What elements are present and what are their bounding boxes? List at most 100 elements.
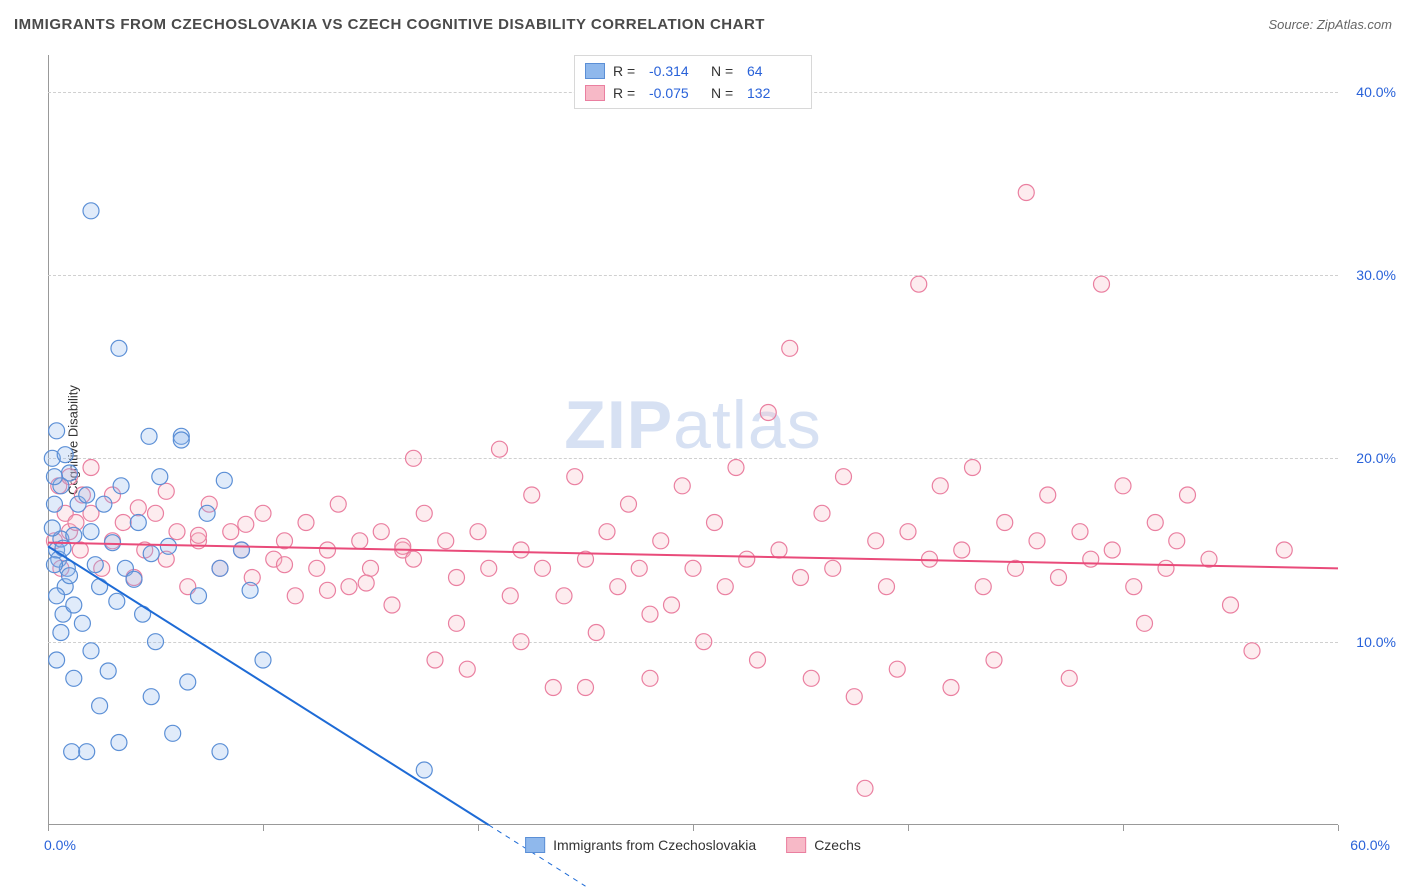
data-point [449, 615, 465, 631]
data-point [83, 460, 99, 476]
data-point [825, 560, 841, 576]
legend-swatch-series2 [786, 837, 806, 853]
data-point [148, 505, 164, 521]
data-point [105, 535, 121, 551]
data-point [1276, 542, 1292, 558]
chart-title: IMMIGRANTS FROM CZECHOSLOVAKIA VS CZECH … [14, 16, 765, 33]
data-point [53, 625, 69, 641]
x-tick [48, 825, 49, 831]
data-point [223, 524, 239, 540]
x-tick [1338, 825, 1339, 831]
data-point [1018, 185, 1034, 201]
data-point [1051, 570, 1067, 586]
data-point [739, 551, 755, 567]
data-point [83, 524, 99, 540]
data-point [900, 524, 916, 540]
data-point [642, 670, 658, 686]
data-point [588, 625, 604, 641]
data-point [782, 340, 798, 356]
data-point [889, 661, 905, 677]
trend-line-dashed [489, 825, 586, 886]
data-point [717, 579, 733, 595]
data-point [771, 542, 787, 558]
data-point [631, 560, 647, 576]
data-point [1029, 533, 1045, 549]
data-point [216, 472, 232, 488]
data-point [46, 496, 62, 512]
data-point [130, 500, 146, 516]
data-point [728, 460, 744, 476]
data-point [416, 505, 432, 521]
data-point [803, 670, 819, 686]
source-name: ZipAtlas.com [1317, 17, 1392, 32]
data-point [997, 515, 1013, 531]
data-point [169, 524, 185, 540]
data-point [1244, 643, 1260, 659]
y-tick-label: 20.0% [1356, 450, 1396, 466]
data-point [1115, 478, 1131, 494]
data-point [46, 469, 62, 485]
legend-row-series1: R = -0.314 N = 64 [585, 60, 801, 82]
data-point [1126, 579, 1142, 595]
data-point [87, 557, 103, 573]
data-point [513, 634, 529, 650]
data-point [1147, 515, 1163, 531]
data-point [1137, 615, 1153, 631]
data-point [1061, 670, 1077, 686]
data-point [750, 652, 766, 668]
data-point [610, 579, 626, 595]
data-point [846, 689, 862, 705]
data-point [492, 441, 508, 457]
legend-item-series1: Immigrants from Czechoslovakia [525, 837, 756, 853]
data-point [1223, 597, 1239, 613]
data-point [320, 542, 336, 558]
data-point [191, 527, 207, 543]
data-point [653, 533, 669, 549]
chart-area: ZIPatlas Cognitive Disability 10.0%20.0%… [48, 55, 1338, 825]
x-tick [263, 825, 264, 831]
x-tick [908, 825, 909, 831]
data-point [191, 588, 207, 604]
legend-swatch-series1 [585, 63, 605, 79]
data-point [524, 487, 540, 503]
series-legend: Immigrants from Czechoslovakia Czechs [525, 837, 861, 853]
data-point [62, 568, 78, 584]
data-point [46, 557, 62, 573]
data-point [358, 575, 374, 591]
data-point [109, 593, 125, 609]
legend-n-value-2: 132 [747, 85, 801, 101]
source-attribution: Source: ZipAtlas.com [1268, 17, 1392, 32]
data-point [879, 579, 895, 595]
data-point [363, 560, 379, 576]
data-point [62, 465, 78, 481]
legend-n-label: N = [711, 85, 739, 101]
data-point [535, 560, 551, 576]
data-point [416, 762, 432, 778]
data-point [352, 533, 368, 549]
data-point [165, 725, 181, 741]
data-point [406, 551, 422, 567]
data-point [74, 615, 90, 631]
data-point [1072, 524, 1088, 540]
data-point [459, 661, 475, 677]
data-point [696, 634, 712, 650]
data-point [44, 520, 60, 536]
y-tick-label: 40.0% [1356, 84, 1396, 100]
data-point [100, 663, 116, 679]
data-point [567, 469, 583, 485]
data-point [373, 524, 389, 540]
data-point [79, 744, 95, 760]
data-point [911, 276, 927, 292]
legend-n-value-1: 64 [747, 63, 801, 79]
data-point [932, 478, 948, 494]
data-point [642, 606, 658, 622]
data-point [148, 634, 164, 650]
data-point [83, 203, 99, 219]
data-point [83, 643, 99, 659]
data-point [212, 560, 228, 576]
data-point [96, 496, 112, 512]
data-point [1040, 487, 1056, 503]
data-point [707, 515, 723, 531]
data-point [868, 533, 884, 549]
data-point [277, 557, 293, 573]
